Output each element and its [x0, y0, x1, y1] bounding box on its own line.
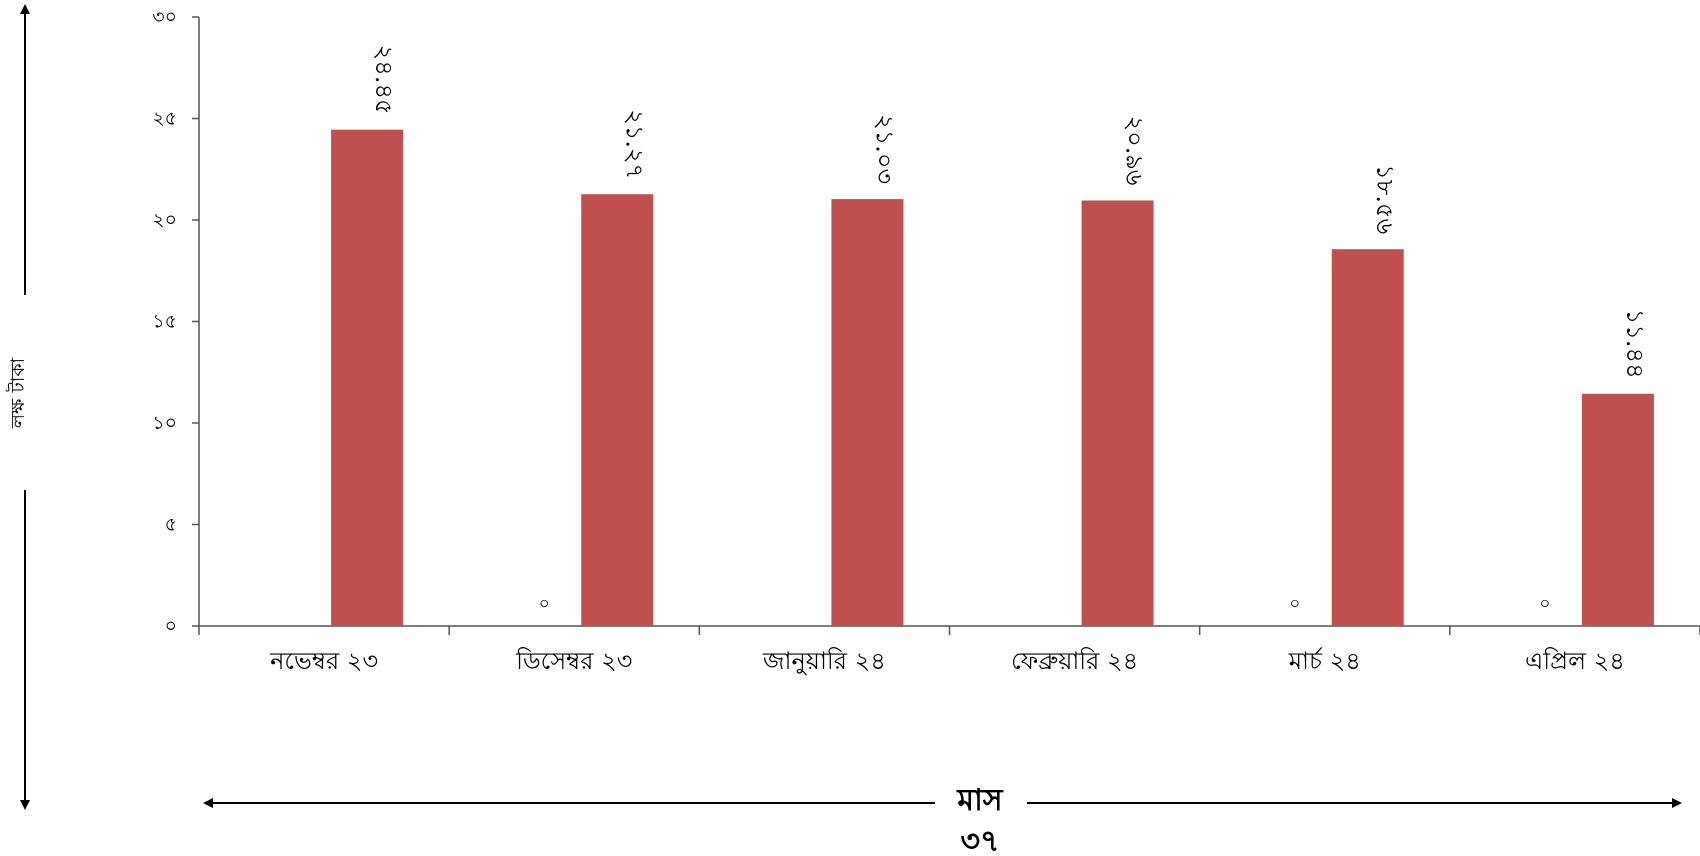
data-label: ২১.২৭ — [620, 109, 648, 179]
bar — [831, 199, 904, 626]
x-category-label: ডিসেম্বর ২৩ — [515, 647, 632, 675]
data-label: ১১.৪৪ — [1621, 309, 1649, 379]
data-label: ১৮.৫৬ — [1371, 164, 1399, 234]
x-category-label: মার্চ ২৪ — [1288, 646, 1361, 675]
x-category-label: ফেব্রুয়ারি ২৪ — [1011, 647, 1138, 675]
y-tick-label: ২০ — [152, 209, 177, 231]
y-axis-title: লক্ষ টাকা — [6, 357, 29, 429]
y-tick-label: ৩০ — [152, 6, 177, 28]
bar — [1581, 393, 1654, 626]
y-tick-label: ০ — [165, 615, 177, 637]
secondary-data-label: ০ — [1539, 594, 1550, 614]
y-tick-label: ১০ — [152, 412, 177, 434]
x-category-label: এপ্রিল ২৪ — [1525, 647, 1625, 675]
bar — [1331, 249, 1404, 626]
page-number: ৩৭ — [960, 824, 999, 856]
x-axis-title: মাস — [956, 783, 1003, 818]
plot-area: ০ ৫ ১০ ১৫ ২০ ২৫ ৩০ ২৪.৪৫ নভেম্বর ২৩ ২১.২৭ ০ ডিসেম্ব… — [152, 6, 1700, 675]
y-tick-label: ৫ — [165, 514, 177, 536]
secondary-data-label: ০ — [539, 594, 550, 614]
data-label: ২০.৯৬ — [1121, 116, 1149, 186]
x-category-label: নভেম্বর ২৩ — [269, 647, 378, 675]
bar — [581, 194, 654, 626]
bar — [331, 129, 404, 627]
y-tick-label: ১৫ — [152, 311, 177, 333]
x-category-label: জানুয়ারি ২৪ — [762, 647, 886, 675]
data-label: ২৪.৪৫ — [370, 45, 398, 115]
y-tick-label: ২৫ — [152, 108, 177, 130]
bar — [1081, 200, 1154, 626]
data-label: ২১.০৩ — [870, 114, 898, 184]
secondary-data-label: ০ — [1289, 594, 1300, 614]
